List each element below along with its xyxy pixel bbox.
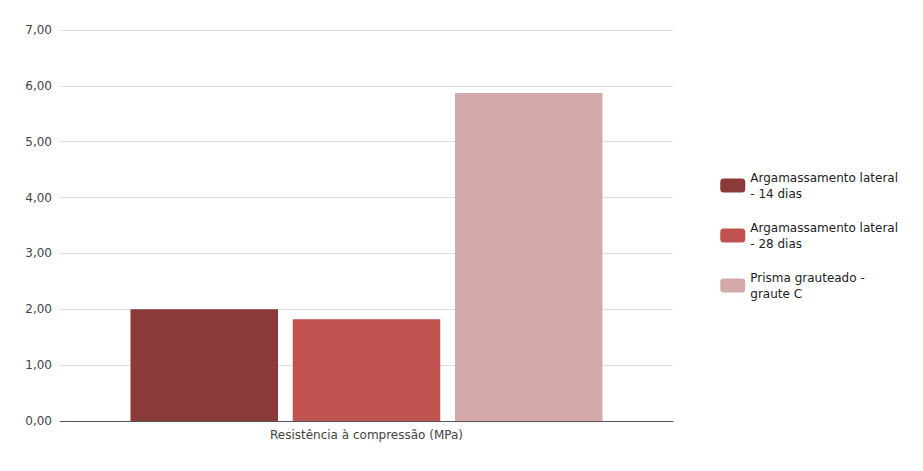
- svg-text:Prisma grauteado -: Prisma grauteado -: [750, 271, 864, 285]
- svg-text:7,00: 7,00: [25, 23, 52, 37]
- svg-text:graute C: graute C: [750, 287, 802, 301]
- svg-text:Argamassamento lateral: Argamassamento lateral: [750, 221, 898, 235]
- svg-text:5,00: 5,00: [25, 135, 52, 149]
- svg-text:6,00: 6,00: [25, 79, 52, 93]
- svg-text:Argamassamento lateral: Argamassamento lateral: [750, 171, 898, 185]
- svg-text:0,00: 0,00: [25, 414, 52, 428]
- svg-text:1,00: 1,00: [25, 358, 52, 372]
- svg-text:3,00: 3,00: [25, 246, 52, 260]
- svg-text:Resistência à compressão (MPa): Resistência à compressão (MPa): [270, 428, 463, 442]
- svg-text:- 14 dias: - 14 dias: [750, 187, 802, 201]
- svg-text:4,00: 4,00: [25, 191, 52, 205]
- svg-text:2,00: 2,00: [25, 302, 52, 316]
- svg-text:- 28 dias: - 28 dias: [750, 237, 802, 251]
